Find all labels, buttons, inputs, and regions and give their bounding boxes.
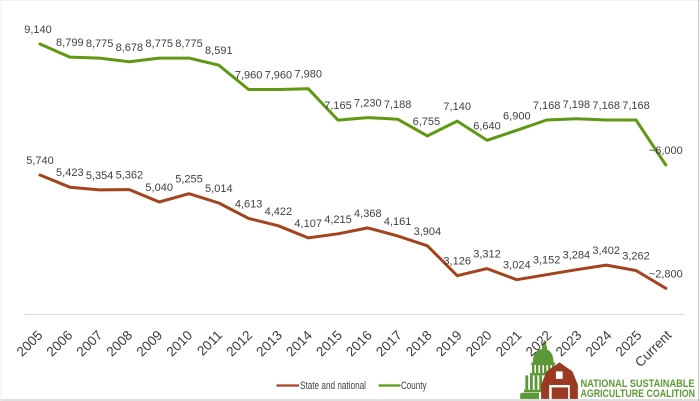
svg-text:4,107: 4,107 bbox=[294, 218, 322, 230]
svg-text:8,799: 8,799 bbox=[56, 37, 84, 49]
svg-text:8,775: 8,775 bbox=[86, 38, 114, 50]
svg-text:8,591: 8,591 bbox=[205, 45, 233, 57]
svg-text:8,678: 8,678 bbox=[116, 42, 144, 54]
svg-text:3,024: 3,024 bbox=[503, 260, 531, 272]
svg-text:County: County bbox=[401, 380, 427, 392]
svg-text:7,168: 7,168 bbox=[533, 100, 561, 112]
svg-text:5,740: 5,740 bbox=[26, 155, 54, 167]
svg-text:6,640: 6,640 bbox=[473, 120, 501, 132]
svg-text:5,362: 5,362 bbox=[116, 170, 144, 182]
svg-text:3,284: 3,284 bbox=[563, 250, 591, 262]
svg-text:7,230: 7,230 bbox=[354, 98, 382, 110]
svg-text:7,980: 7,980 bbox=[294, 69, 322, 81]
svg-text:3,904: 3,904 bbox=[414, 226, 442, 238]
svg-text:7,168: 7,168 bbox=[592, 100, 620, 112]
svg-text:3,152: 3,152 bbox=[533, 255, 561, 267]
svg-text:3,126: 3,126 bbox=[443, 256, 471, 268]
svg-text:5,040: 5,040 bbox=[145, 182, 173, 194]
svg-text:7,198: 7,198 bbox=[563, 99, 591, 111]
svg-text:8,775: 8,775 bbox=[175, 38, 203, 50]
svg-text:4,613: 4,613 bbox=[235, 198, 263, 210]
svg-text:~2,800: ~2,800 bbox=[649, 268, 683, 280]
svg-text:5,354: 5,354 bbox=[86, 170, 114, 182]
svg-text:4,215: 4,215 bbox=[324, 214, 352, 226]
svg-text:6,900: 6,900 bbox=[503, 110, 531, 122]
svg-text:7,960: 7,960 bbox=[265, 70, 293, 82]
svg-text:3,262: 3,262 bbox=[622, 251, 650, 263]
svg-text:4,368: 4,368 bbox=[354, 208, 382, 220]
svg-text:8,775: 8,775 bbox=[145, 38, 173, 50]
svg-text:7,188: 7,188 bbox=[384, 99, 412, 111]
svg-text:~6,000: ~6,000 bbox=[649, 145, 683, 157]
svg-text:4,161: 4,161 bbox=[384, 216, 412, 228]
svg-text:7,165: 7,165 bbox=[324, 100, 352, 112]
svg-text:4,422: 4,422 bbox=[265, 206, 293, 218]
svg-text:5,423: 5,423 bbox=[56, 167, 84, 179]
svg-text:7,168: 7,168 bbox=[622, 100, 650, 112]
svg-text:5,255: 5,255 bbox=[175, 174, 203, 186]
svg-text:NATIONAL SUSTAINABLE: NATIONAL SUSTAINABLE bbox=[581, 378, 695, 390]
svg-text:State and national: State and national bbox=[300, 380, 366, 392]
svg-text:5,014: 5,014 bbox=[205, 183, 233, 195]
svg-text:9,140: 9,140 bbox=[24, 24, 52, 36]
svg-text:7,140: 7,140 bbox=[443, 101, 471, 113]
svg-text:3,312: 3,312 bbox=[473, 249, 501, 261]
svg-text:3,402: 3,402 bbox=[592, 245, 620, 257]
svg-text:AGRICULTURE COALITION: AGRICULTURE COALITION bbox=[581, 388, 696, 400]
svg-text:6,755: 6,755 bbox=[413, 116, 441, 128]
svg-text:7,960: 7,960 bbox=[235, 70, 263, 82]
